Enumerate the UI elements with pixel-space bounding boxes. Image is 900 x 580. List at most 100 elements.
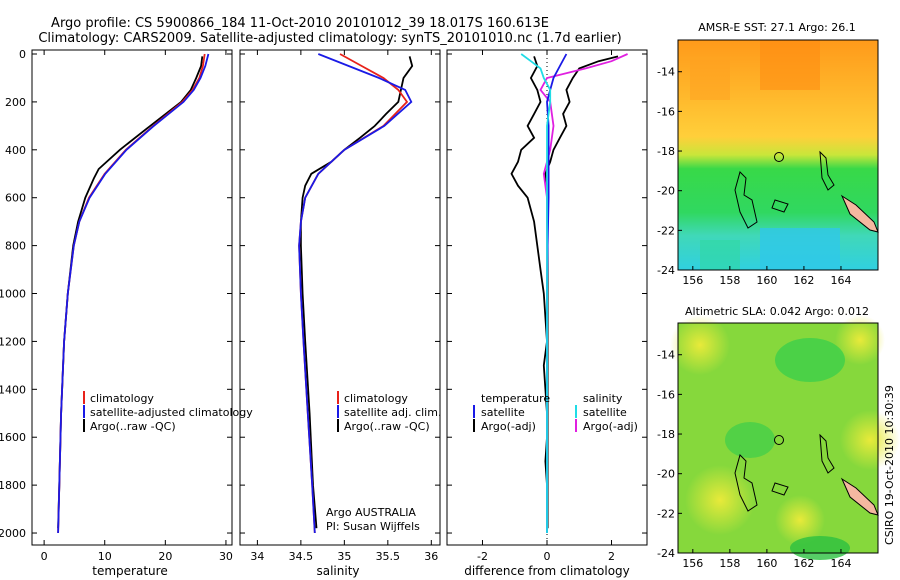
sla-high-blob (840, 410, 900, 470)
series-satellite (298, 53, 413, 534)
legend-satellite: satellite adj. clim. (344, 406, 441, 419)
side-caption: CSIRO 19-Oct-2010 10:30:39 (883, 385, 896, 545)
sla-coastline (819, 433, 835, 474)
sst-cool-patch (700, 240, 740, 270)
x-tick-label: 34.5 (289, 550, 314, 563)
sla-low-blob (725, 422, 775, 458)
depth-tick-label: 800 (5, 240, 26, 253)
depth-tick-label: 200 (5, 96, 26, 109)
sst-map-title: AMSR-E SST: 27.1 Argo: 26.1 (698, 21, 856, 34)
legend-temperature-argo: Argo(-adj) (481, 420, 536, 433)
x-tick-label: -2 (477, 550, 488, 563)
depth-tick-label: 1800 (0, 479, 26, 492)
legend-argo: Argo(..raw -QC) (344, 420, 430, 433)
sla-map (670, 315, 900, 560)
salinity-plot: 34 34.5 35 35.5 36 (240, 50, 440, 563)
map-x-tick-label: 162 (793, 557, 814, 570)
sst-map-axes: 156 158 160 162 164 -14 -16 -18 -20 -22 -24 (657, 66, 851, 287)
series-satellite (57, 53, 210, 534)
salinity-legend: climatology satellite adj. clim. Argo(..… (337, 391, 441, 433)
sla-argo-position (774, 435, 784, 445)
x-tick-label: 30 (219, 550, 233, 563)
legend-argo: Argo(..raw -QC) (90, 420, 176, 433)
x-tick-label: 10 (98, 550, 112, 563)
depth-tick-label: 1600 (0, 431, 26, 444)
map-x-tick-label: 162 (793, 274, 814, 287)
sla-coastline (734, 454, 758, 512)
x-tick-label: 35 (337, 550, 351, 563)
salinity-xlabel: salinity (316, 564, 359, 578)
temperature-legend: climatology satellite-adjusted climatolo… (83, 391, 253, 433)
series-salinity-argo (544, 55, 619, 529)
depth-tick-label: 600 (5, 192, 26, 205)
float-owner: Argo AUSTRALIA (326, 506, 416, 519)
depth-tick-label: 1000 (0, 288, 26, 301)
sla-high-blob (835, 315, 885, 365)
difference-xlabel: difference from climatology (464, 564, 630, 578)
map-y-tick-label: -20 (657, 185, 675, 198)
sla-low-blob (790, 536, 850, 560)
sla-high-blob (670, 315, 730, 375)
legend-salinity-heading: salinity (583, 392, 623, 405)
legend-temperature-heading: temperature (481, 392, 550, 405)
series-salinity-satellite (520, 53, 552, 533)
legend-climatology: climatology (90, 392, 154, 405)
x-tick-label: 35.5 (376, 550, 401, 563)
map-x-tick-label: 164 (830, 557, 851, 570)
depth-tick-label: 1400 (0, 383, 26, 396)
map-y-tick-label: -22 (657, 507, 675, 520)
legend-salinity-satellite: satellite (583, 406, 627, 419)
depth-axis: 0 200 400 600 800 1000 1200 1400 1600 1800 2000 (0, 48, 26, 540)
sla-low-blob (775, 338, 845, 382)
sst-warm-patch (760, 40, 820, 90)
salinity-panel (239, 49, 441, 546)
sst-map-frame (677, 39, 879, 271)
sst-argo-position (774, 152, 784, 162)
x-tick-label: 20 (158, 550, 172, 563)
sla-map-title: Altimetric SLA: 0.042 Argo: 0.012 (685, 305, 869, 318)
series-temperature-satellite (546, 53, 568, 533)
map-y-tick-label: -14 (657, 349, 675, 362)
title-line-2: Climatology: CARS2009. Satellite-adjuste… (38, 31, 621, 46)
map-y-tick-label: -14 (657, 66, 675, 79)
sst-coastline (771, 199, 789, 213)
map-y-tick-label: -16 (657, 388, 675, 401)
series-climatology (298, 53, 409, 534)
legend-temperature-satellite: satellite (481, 406, 525, 419)
legend-satellite: satellite-adjusted climatology (90, 406, 253, 419)
x-tick-label: 2 (608, 550, 615, 563)
difference-legend: temperature satellite Argo(-adj) salinit… (473, 392, 638, 433)
map-y-tick-label: -22 (657, 224, 675, 237)
sst-coastline (819, 150, 835, 191)
depth-tick-label: 0 (19, 48, 26, 61)
map-y-tick-label: -18 (657, 145, 675, 158)
map-x-tick-label: 158 (719, 274, 740, 287)
series-climatology (57, 53, 206, 534)
temperature-xlabel: temperature (92, 564, 167, 578)
sla-map-frame (677, 322, 879, 554)
legend-salinity-argo: Argo(-adj) (583, 420, 638, 433)
x-tick-label: 0 (41, 550, 48, 563)
series-salinity-argo-adj- (539, 53, 628, 533)
map-y-tick-label: -24 (657, 547, 675, 560)
series-argo (57, 56, 204, 529)
depth-tick-label: 2000 (0, 527, 26, 540)
temperature-panel (31, 49, 233, 546)
temperature-plot: 0 10 20 30 (32, 50, 233, 563)
map-y-tick-label: -18 (657, 428, 675, 441)
map-x-tick-label: 160 (756, 557, 777, 570)
series-temperature-argo (510, 56, 548, 529)
depth-tick-label: 400 (5, 144, 26, 157)
sst-coastline (734, 171, 758, 229)
sla-map-axes: 156 158 160 162 164 -14 -16 -18 -20 -22 -24 (657, 349, 851, 570)
principal-investigator: PI: Susan Wijffels (326, 520, 420, 533)
sst-map (677, 39, 879, 271)
map-y-tick-label: -16 (657, 105, 675, 118)
map-x-tick-label: 158 (719, 557, 740, 570)
title-line-1: Argo profile: CS 5900866_184 11-Oct-2010… (51, 16, 549, 31)
map-y-tick-label: -20 (657, 468, 675, 481)
sla-high-blob (775, 495, 825, 545)
sst-warm-patch (690, 60, 730, 100)
map-x-tick-label: 156 (682, 557, 703, 570)
